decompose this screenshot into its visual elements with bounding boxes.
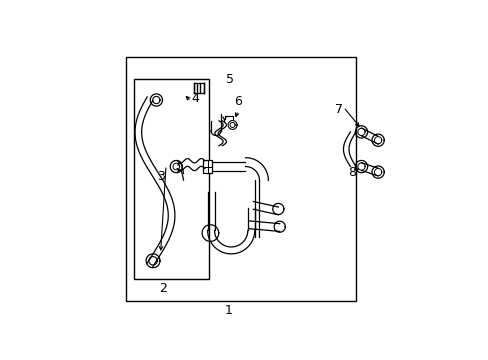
Text: 3: 3	[156, 170, 164, 183]
Text: 6: 6	[234, 95, 242, 108]
Bar	[134, 79, 208, 279]
Text: 5: 5	[225, 73, 233, 86]
Text: 8: 8	[347, 166, 355, 179]
Text: 4: 4	[191, 92, 199, 105]
Text: 2: 2	[159, 282, 167, 295]
Text: 1: 1	[224, 304, 232, 317]
Text: 7: 7	[335, 103, 343, 116]
Bar	[203, 160, 211, 173]
Bar	[125, 57, 355, 301]
